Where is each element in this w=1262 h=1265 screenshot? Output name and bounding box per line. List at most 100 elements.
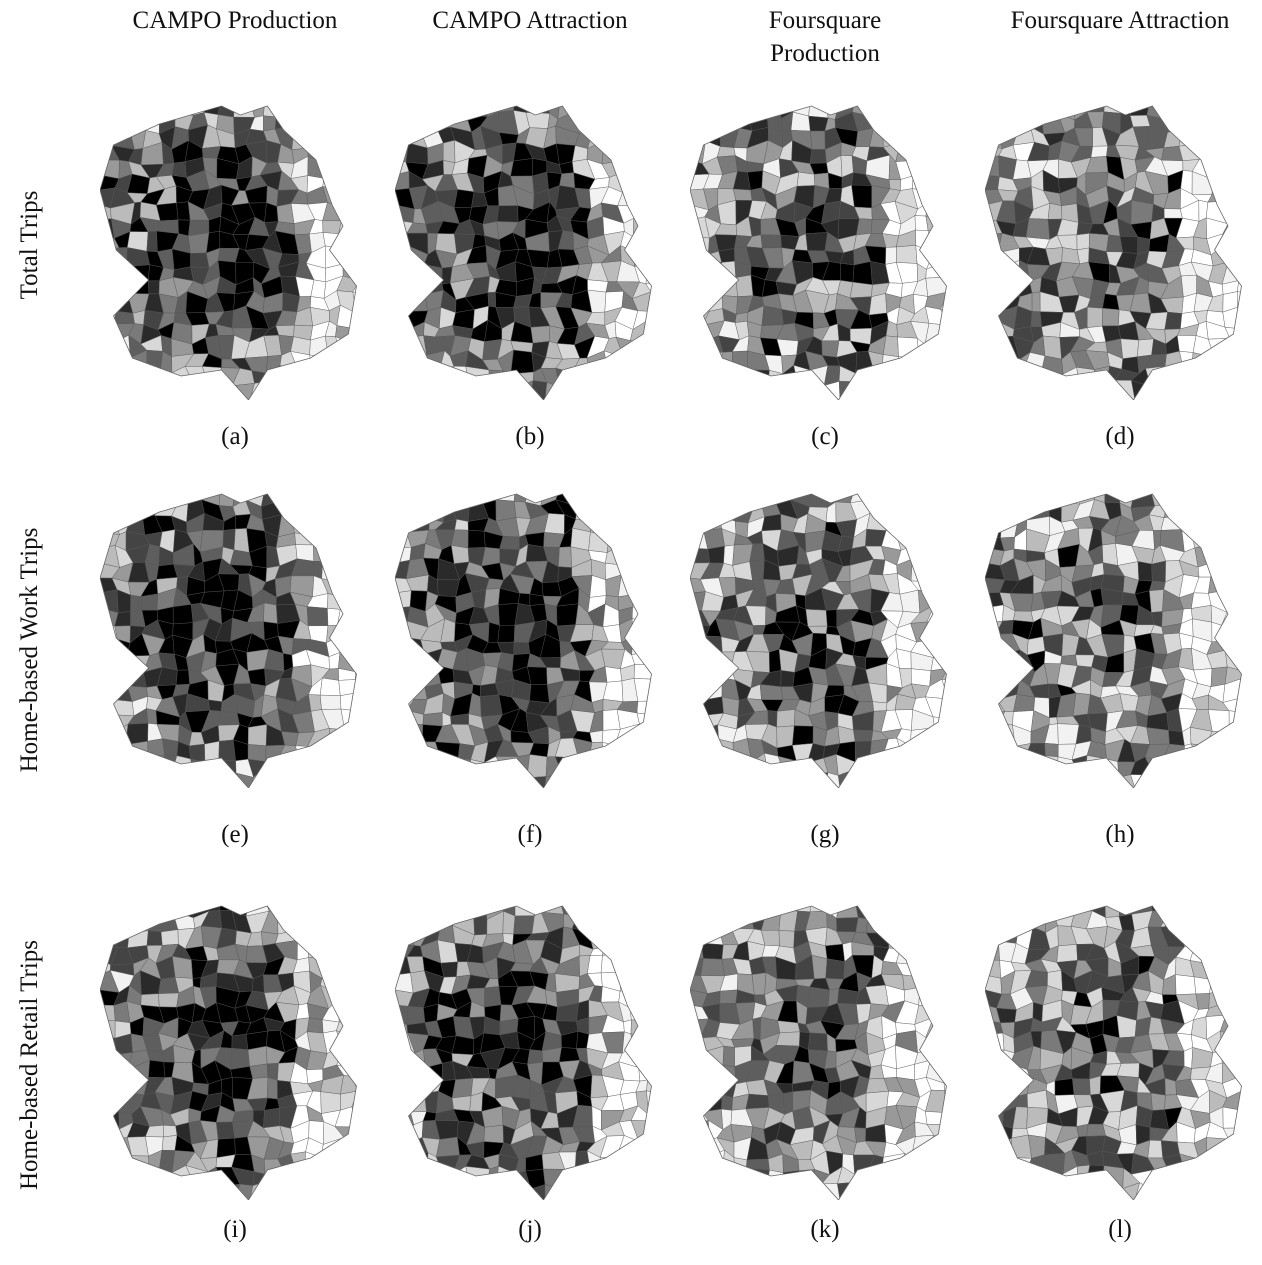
zone [985,1125,1003,1144]
zone [208,700,222,711]
zone [1010,111,1030,127]
zone [985,100,1003,119]
zone [100,381,115,400]
zone [305,1183,329,1200]
zone [943,975,960,992]
zone [159,1171,173,1188]
zone [946,990,960,1005]
zone [940,728,960,743]
zone [1177,100,1195,120]
zone [898,110,917,128]
zone [500,771,516,788]
zone [328,1169,344,1187]
zone [1075,771,1090,789]
zone [985,1076,1002,1098]
zone [690,502,707,523]
zone [1176,488,1197,504]
zone [327,608,340,625]
zone [1224,577,1245,597]
zone [653,753,665,777]
zone [705,100,721,113]
zone [690,900,709,916]
zone [423,713,443,727]
zone [320,678,340,696]
zone [732,370,753,389]
zone [336,1022,356,1037]
zone [1011,1135,1032,1158]
zone [343,247,353,264]
zone [590,730,603,742]
zone [1049,717,1058,725]
zone [545,1185,560,1200]
zone [100,280,115,295]
zone [602,742,624,757]
zone [1222,144,1244,164]
zone [895,499,917,517]
zone [985,355,1005,370]
choropleth-map [985,488,1255,788]
zone [147,755,165,777]
zone [351,1125,370,1141]
zone [604,129,619,145]
zone [1164,209,1182,219]
zone [575,774,590,789]
zone [1192,111,1214,128]
zone [1211,667,1227,687]
zone [630,989,648,1010]
zone [646,1005,665,1021]
zone [985,310,1001,325]
zone [436,759,459,778]
zone [423,1004,438,1023]
zone [735,900,751,917]
zone [100,900,115,920]
zone [142,499,156,516]
zone [940,220,960,235]
zone [927,757,948,773]
zone [985,1170,997,1187]
zone [127,367,147,388]
zone [690,325,703,342]
zone [943,698,960,718]
zone [1165,1171,1185,1187]
zone [690,293,709,311]
zone [342,201,353,221]
zone [395,503,414,520]
zone [1240,1065,1255,1080]
zone [690,1166,709,1185]
zone [900,928,917,949]
zone [1165,488,1180,504]
zone [997,914,1020,926]
zone [559,383,575,400]
zone [652,235,665,255]
zone [441,962,458,977]
zone [943,100,960,117]
zone [867,488,888,502]
zone [351,145,370,161]
zone [337,942,358,961]
zone [588,771,606,788]
zone [619,928,636,950]
zone [615,1154,634,1169]
zone [748,100,767,117]
zone [985,723,999,743]
zone [985,488,1005,503]
zone [619,912,637,931]
panel-label: (c) [785,422,865,452]
zone [1014,365,1028,388]
zone [690,235,710,254]
zone [985,712,1005,729]
zone [1103,1188,1123,1200]
zone [313,498,329,521]
zone [1191,926,1215,947]
zone [912,1157,934,1174]
zone [127,1169,149,1186]
zone [1238,518,1256,535]
zone [942,262,960,280]
zone [620,1180,638,1200]
zone [162,739,178,756]
zone [325,383,340,400]
zone [129,912,150,933]
zone [747,370,769,390]
zone [647,593,665,608]
zone [1179,1184,1195,1200]
